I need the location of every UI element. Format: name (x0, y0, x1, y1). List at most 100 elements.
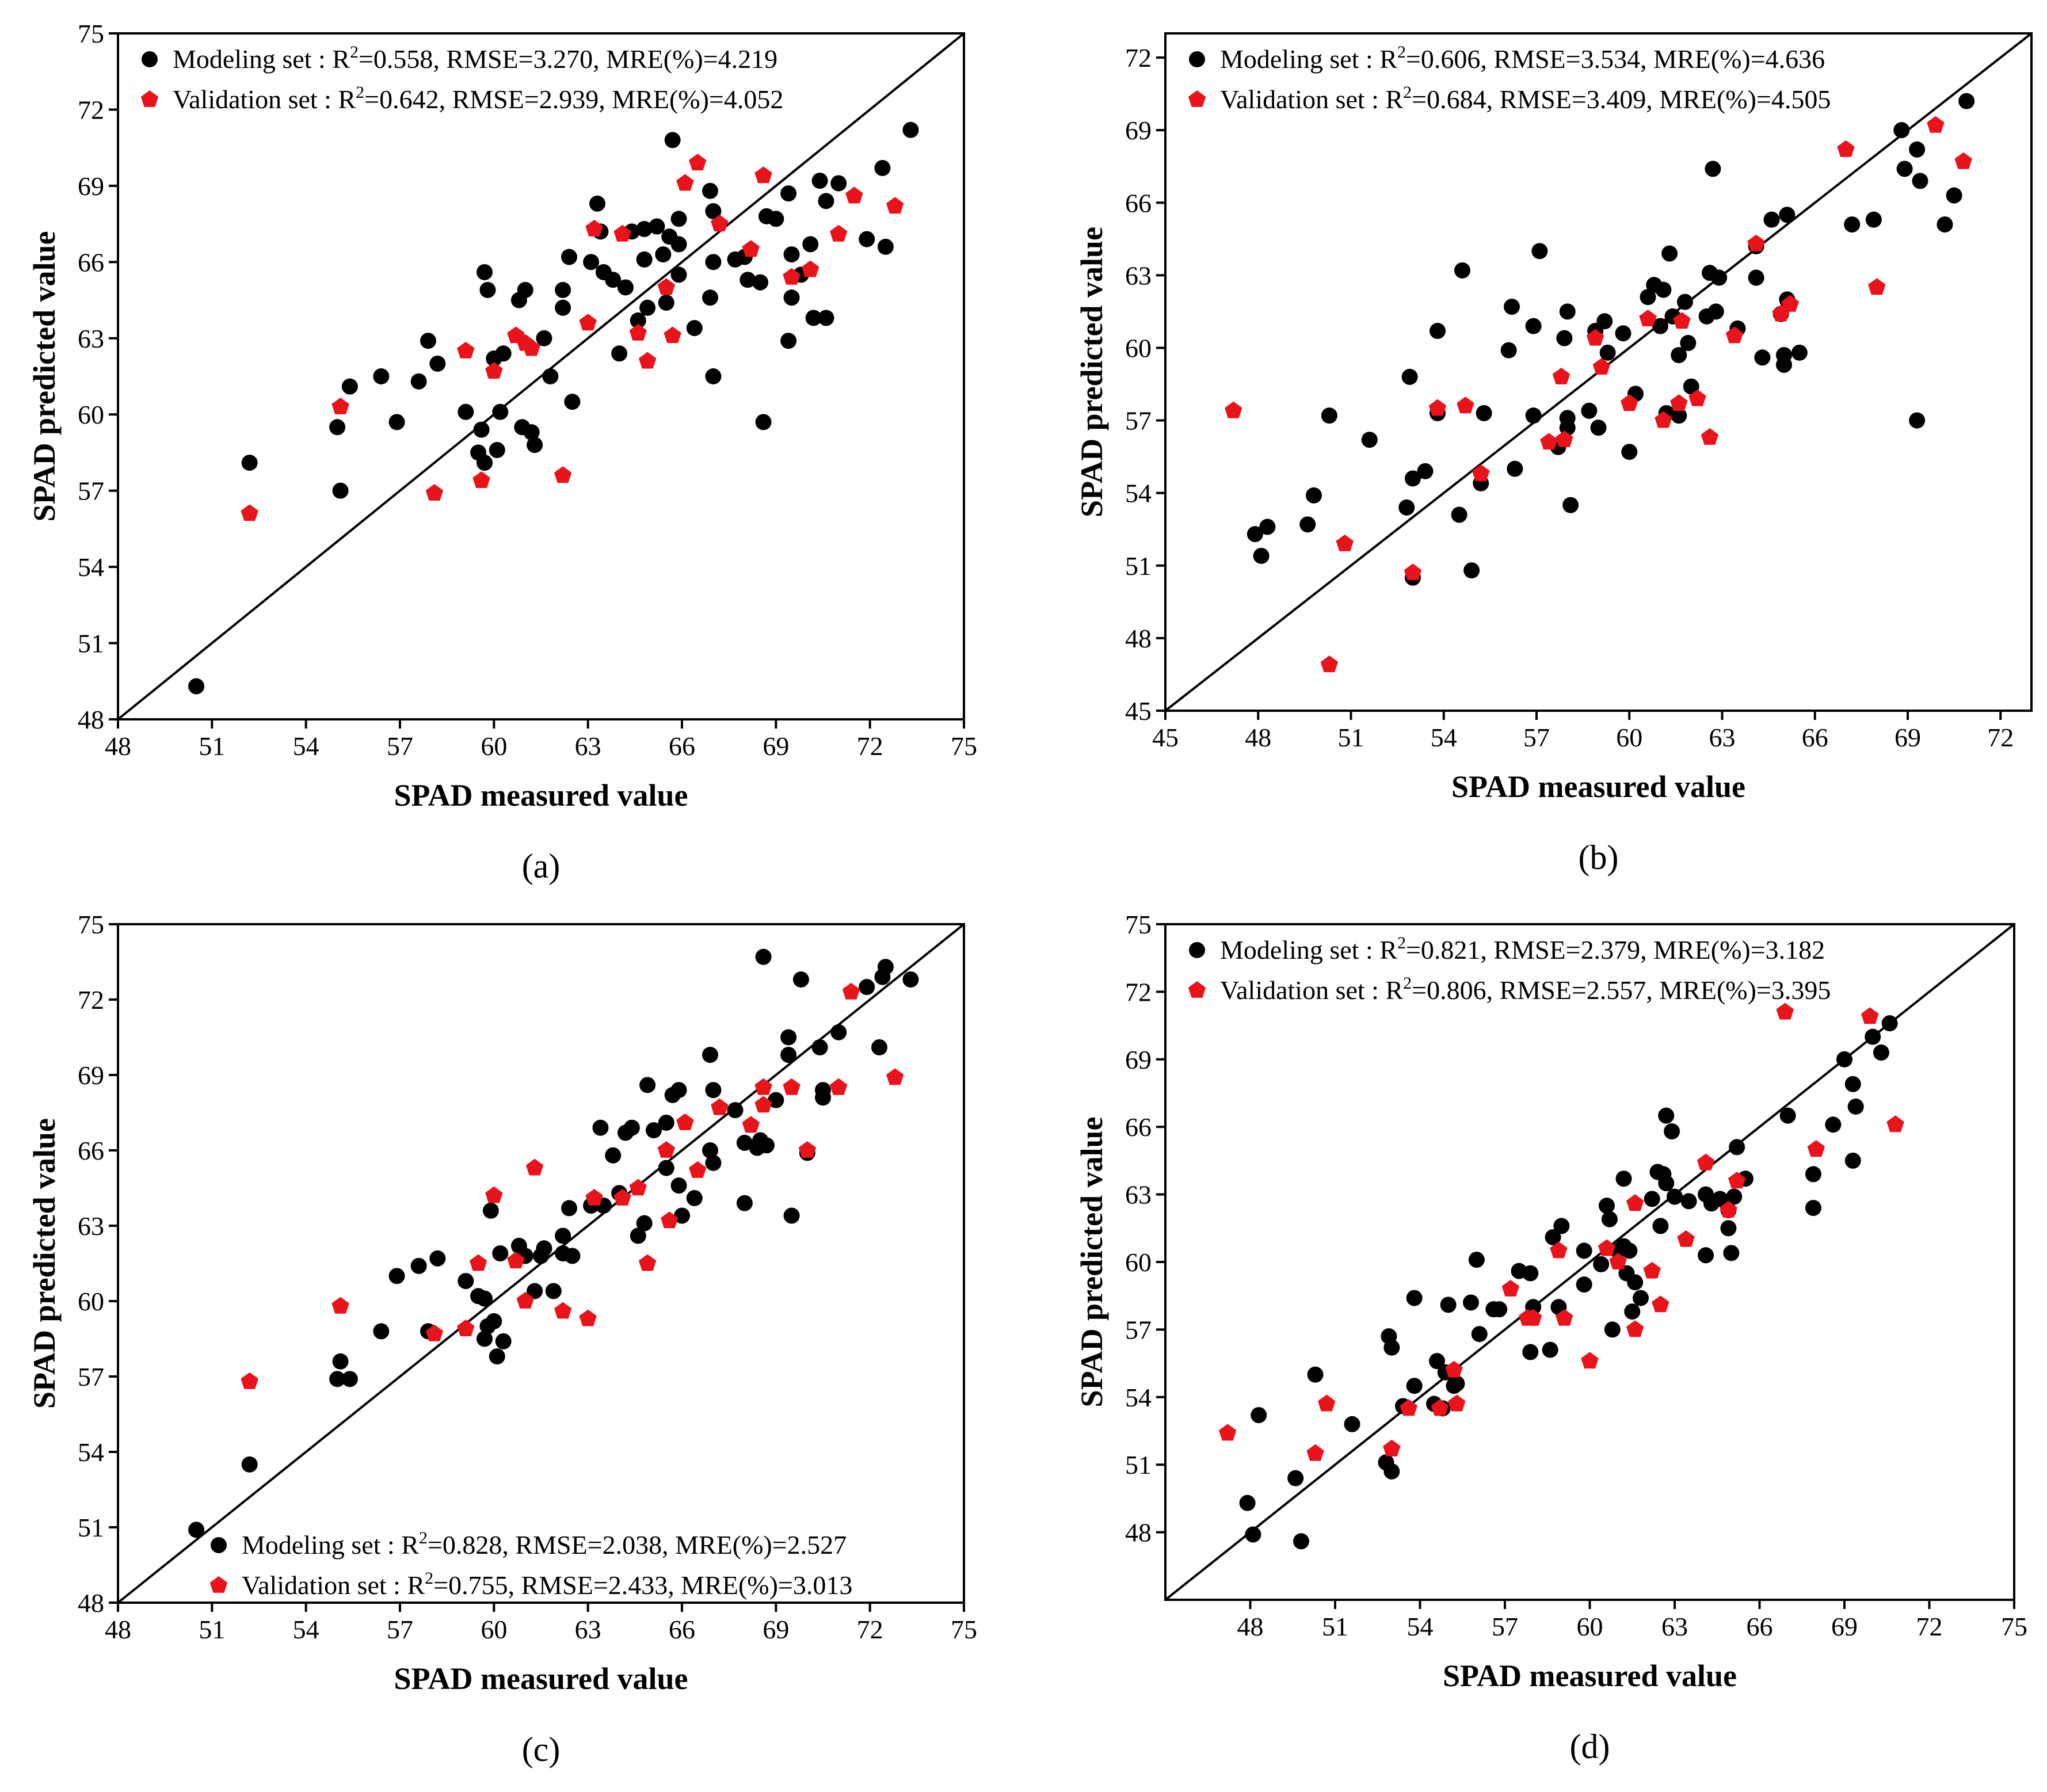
modeling-point (658, 1160, 674, 1176)
modeling-set-series (188, 121, 919, 695)
x-tick-label: 63 (1661, 1612, 1688, 1641)
modeling-point (1321, 407, 1337, 424)
panel-label: (c) (522, 1730, 561, 1768)
x-tick-label: 66 (669, 1615, 695, 1644)
validation-point (1400, 1399, 1418, 1416)
modeling-point (555, 1227, 571, 1244)
y-tick-label: 48 (1125, 1518, 1152, 1547)
validation-point (886, 197, 904, 214)
modeling-point (658, 1114, 674, 1131)
validation-set-series (1218, 1002, 1904, 1461)
y-axis-title: SPAD predicted value (1074, 1117, 1109, 1408)
modeling-point (489, 1348, 505, 1365)
validation-point (1652, 1295, 1669, 1313)
modeling-point (410, 1257, 427, 1274)
validation-point (1225, 401, 1242, 418)
y-tick-label: 60 (78, 1287, 104, 1316)
modeling-point (1471, 1326, 1488, 1343)
modeling-point (674, 1207, 690, 1224)
modeling-point (702, 1047, 718, 1063)
y-tick-label: 66 (1125, 188, 1152, 218)
modeling-point (561, 1200, 577, 1217)
x-tick-label: 69 (1894, 723, 1921, 752)
validation-point (1725, 326, 1744, 344)
y-tick-label: 57 (78, 1362, 104, 1391)
x-tick-label: 60 (1616, 723, 1642, 752)
validation-point (613, 224, 631, 242)
modeling-point (564, 394, 581, 410)
validation-point (1556, 430, 1573, 448)
modeling-point (1633, 1290, 1649, 1306)
modeling-point (188, 1522, 205, 1538)
modeling-point (495, 1333, 512, 1349)
validation-point (1697, 1153, 1715, 1170)
y-tick-label: 72 (78, 985, 104, 1015)
modeling-point (1705, 161, 1721, 177)
validation-point (1621, 394, 1638, 411)
scatter-panel-a: 48 51 54 57 60 63 66 69 72 75 48 51 54 57 60 63 66 69 72 75… (27, 19, 977, 885)
validation-point (798, 1141, 816, 1158)
validation-point (1598, 1239, 1616, 1256)
modeling-point (388, 1268, 405, 1284)
validation-point (425, 1324, 444, 1341)
validation-point (1626, 1320, 1644, 1337)
x-tick-label: 57 (387, 1615, 413, 1644)
modeling-point (589, 195, 605, 212)
modeling-point (1522, 1265, 1539, 1282)
modeling-point (623, 1119, 640, 1136)
scatter-panel-b: 45 48 51 54 57 60 63 66 69 72 45 48 51 54 57 60 63 66 69 72… (1074, 32, 2033, 876)
modeling-point (1680, 1193, 1697, 1210)
validation-point (754, 1078, 772, 1095)
modeling-point (1468, 1252, 1485, 1268)
modeling-point (1429, 1353, 1445, 1370)
modeling-point (1491, 1301, 1508, 1318)
modeling-point (1398, 499, 1415, 516)
modeling-point (1748, 269, 1764, 286)
modeling-point (473, 421, 490, 438)
y-tick-label: 48 (1125, 624, 1152, 653)
validation-point (1807, 1140, 1825, 1157)
validation-point (516, 1292, 534, 1309)
x-tick-label: 69 (1831, 1612, 1858, 1641)
validation-point (1581, 1352, 1599, 1369)
validation-point (1781, 295, 1799, 312)
y-axis-title: SPAD predicted value (27, 1118, 62, 1409)
validation-point (1306, 1444, 1324, 1461)
validation-point (1592, 358, 1611, 375)
modeling-point (818, 193, 834, 209)
legend-entry: Validation set : R2=0.642, RMSE=2.939, M… (140, 83, 783, 114)
modeling-point (1299, 516, 1316, 533)
legend-marker-pentagon (209, 1576, 228, 1593)
x-tick-label: 66 (1747, 1612, 1773, 1641)
modeling-point (479, 281, 496, 298)
modeling-point (649, 218, 665, 235)
validation-point (657, 278, 675, 295)
x-tick-label: 60 (481, 1615, 507, 1644)
x-axis-title: SPAD measured value (394, 1661, 688, 1696)
modeling-point (1909, 412, 1926, 429)
modeling-point (1476, 405, 1492, 421)
modeling-point (705, 368, 722, 384)
legend-entry: Validation set : R2=0.755, RMSE=2.433, M… (209, 1569, 852, 1600)
modeling-point (1720, 1220, 1737, 1237)
modeling-point (1865, 1028, 1881, 1045)
y-tick-label: 60 (1125, 333, 1152, 363)
modeling-point (1776, 356, 1792, 373)
modeling-point (492, 1245, 509, 1262)
validation-point (1457, 396, 1474, 414)
validation-point (331, 1297, 349, 1314)
x-tick-label: 54 (293, 731, 319, 761)
modeling-point (1383, 1339, 1400, 1356)
modeling-point (1640, 289, 1656, 306)
modeling-point (388, 414, 405, 430)
modeling-point (241, 1456, 258, 1473)
modeling-point (536, 330, 552, 346)
validation-point (1524, 1309, 1542, 1326)
modeling-point (655, 246, 672, 263)
validation-point (1626, 1194, 1644, 1211)
modeling-point (736, 1195, 753, 1211)
modeling-point (517, 281, 533, 298)
validation-point (1954, 152, 1972, 169)
modeling-point (1946, 187, 1962, 204)
y-tick-label: 45 (1125, 696, 1152, 726)
